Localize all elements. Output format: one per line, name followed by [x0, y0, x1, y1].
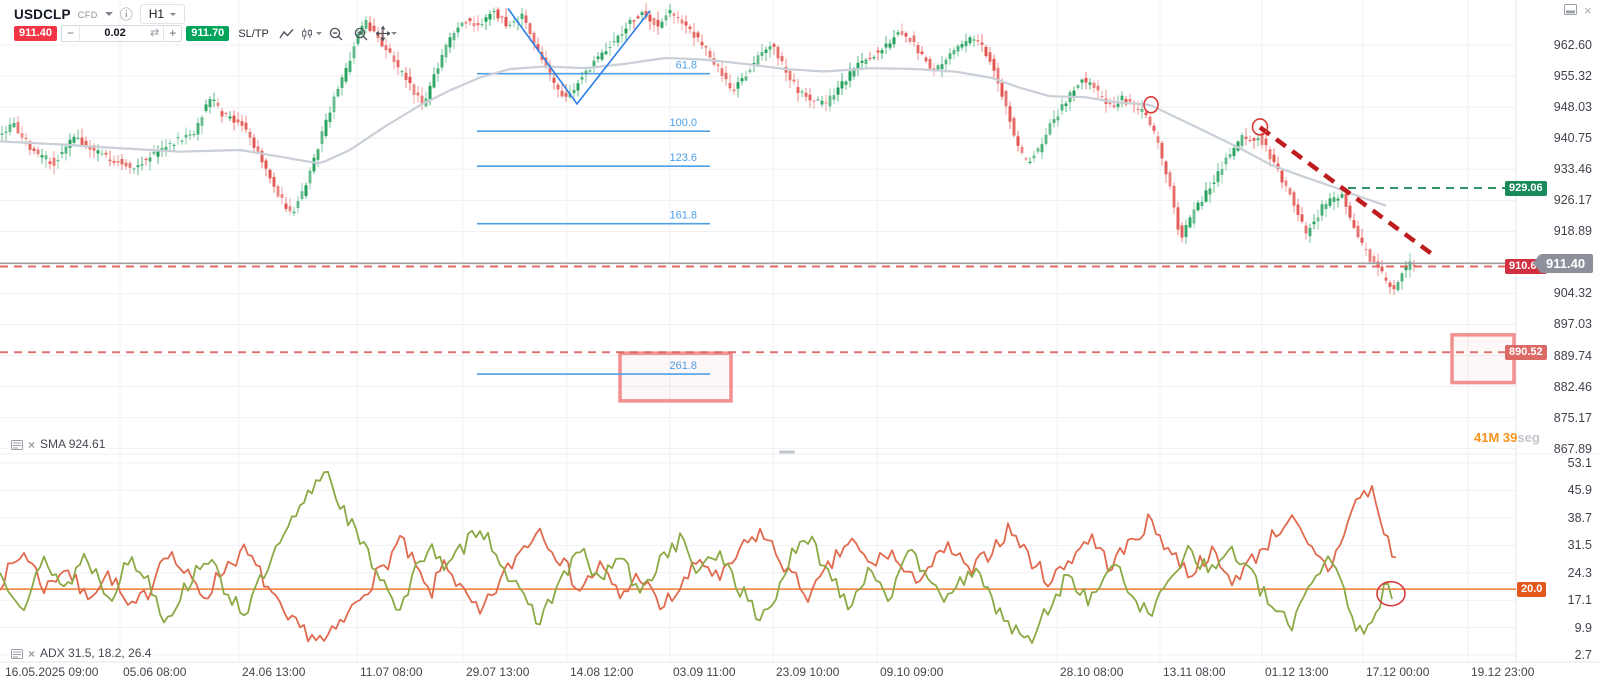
timeframe-value: H1	[148, 7, 165, 21]
fibonacci-retracement[interactable]: 61.8 100.0 123.6 161.8 261.8	[477, 60, 710, 375]
symbol-dropdown-caret-icon[interactable]	[104, 12, 113, 16]
price-level-badge-929.06[interactable]: 929.06	[1505, 180, 1547, 196]
annotation-circle[interactable]	[1143, 95, 1159, 114]
panel-toggle-icon[interactable]	[1564, 2, 1577, 20]
price-level-badge-890.52[interactable]: 890.52	[1505, 344, 1547, 360]
fib-level-label: 123.6	[669, 152, 697, 164]
zoom-out-icon[interactable]	[326, 25, 347, 42]
quantity-value[interactable]: 0.02	[104, 27, 126, 39]
candlestick-style-icon[interactable]	[301, 25, 322, 42]
annotation-circle[interactable]	[1251, 118, 1269, 136]
instrument-type-label: CFD	[77, 10, 98, 20]
annotation-circle[interactable]	[1376, 580, 1406, 607]
indicator-settings-icon[interactable]	[11, 648, 23, 659]
quantity-increase-button[interactable]: +	[169, 26, 177, 40]
timer-seconds: 39	[1502, 430, 1518, 445]
move-crosshair-icon[interactable]	[375, 25, 397, 42]
adx-di-plus-line	[0, 470, 1393, 644]
symbol-name[interactable]: USDCLP	[14, 6, 71, 22]
sma-label: SMA 924.61	[40, 437, 106, 451]
panel-window-controls: ×	[1564, 2, 1592, 20]
quantity-decrease-button[interactable]: −	[67, 26, 75, 40]
close-icon[interactable]: ×	[1584, 3, 1592, 18]
order-toolbar: 911.40 − 0.02 ⇄ + 911.70 SL/TP	[14, 25, 397, 42]
sma-line[interactable]	[0, 56, 1387, 207]
sma-indicator-legend: × SMA 924.61	[8, 437, 109, 452]
quantity-stepper: − 0.02 ⇄ +	[61, 25, 183, 42]
info-icon[interactable]: ⓘ	[119, 6, 133, 22]
adx-indicator-legend: × ADX 31.5, 18.2, 26.4	[8, 646, 155, 661]
buy-button[interactable]: 911.70	[186, 26, 230, 41]
sltp-button[interactable]: SL/TP	[238, 27, 269, 40]
symbol-toolbar: USDCLP CFD ⓘ H1	[14, 4, 186, 24]
pane-resize-handle[interactable]	[779, 450, 795, 454]
zoom-in-icon[interactable]	[351, 25, 372, 42]
adx-di-minus-line	[0, 484, 1397, 643]
adx-threshold-badge: 20.0	[1517, 581, 1547, 597]
move-tool-caret-icon	[390, 32, 397, 35]
polyline-chart-icon[interactable]	[276, 25, 297, 42]
timeframe-dropdown[interactable]: H1	[139, 4, 186, 24]
timer-unit: seg	[1517, 430, 1540, 445]
fib-level-label: 261.8	[669, 360, 697, 372]
sell-button[interactable]: 911.40	[14, 26, 58, 41]
candlesticks	[0, 3, 1416, 296]
adx-remove-icon[interactable]: ×	[28, 646, 36, 661]
stepper-divider	[163, 26, 165, 41]
v-pattern-trendlines[interactable]	[507, 8, 651, 106]
fib-level-label: 61.8	[676, 60, 697, 72]
gridlines	[0, 0, 1516, 662]
price-level-badge-910.64[interactable]: 910.64	[1505, 259, 1547, 274]
adx-indicator-pane[interactable]	[0, 470, 1516, 644]
stepper-divider	[79, 26, 81, 41]
timeframe-caret-icon	[170, 12, 177, 16]
sma-remove-icon[interactable]: ×	[28, 437, 36, 452]
main-price-pane[interactable]: 61.8 100.0 123.6 161.8 261.8	[0, 3, 1516, 403]
candlestick-style-caret-icon	[315, 32, 322, 35]
candle-countdown-timer: 41M 39seg	[1474, 430, 1540, 445]
bearish-trendline[interactable]	[1258, 125, 1439, 260]
fib-level-label: 100.0	[669, 117, 697, 129]
timer-minutes: 41M	[1474, 430, 1500, 445]
fib-level-label: 161.8	[669, 210, 697, 222]
adx-label: ADX 31.5, 18.2, 26.4	[40, 646, 152, 660]
indicator-settings-icon[interactable]	[11, 439, 23, 450]
swap-arrows-icon[interactable]: ⇄	[150, 27, 160, 39]
